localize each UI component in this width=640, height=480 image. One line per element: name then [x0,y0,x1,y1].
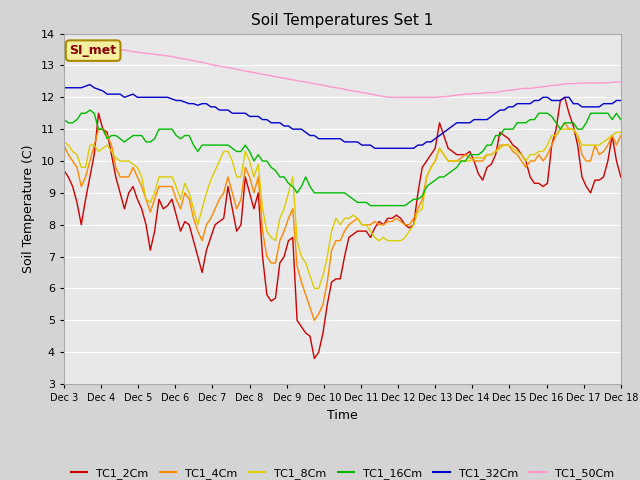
Title: Soil Temperatures Set 1: Soil Temperatures Set 1 [252,13,433,28]
Y-axis label: Soil Temperature (C): Soil Temperature (C) [22,144,35,273]
Text: SI_met: SI_met [70,44,116,57]
Legend: TC1_2Cm, TC1_4Cm, TC1_8Cm, TC1_16Cm, TC1_32Cm, TC1_50Cm: TC1_2Cm, TC1_4Cm, TC1_8Cm, TC1_16Cm, TC1… [67,464,618,480]
X-axis label: Time: Time [327,408,358,421]
